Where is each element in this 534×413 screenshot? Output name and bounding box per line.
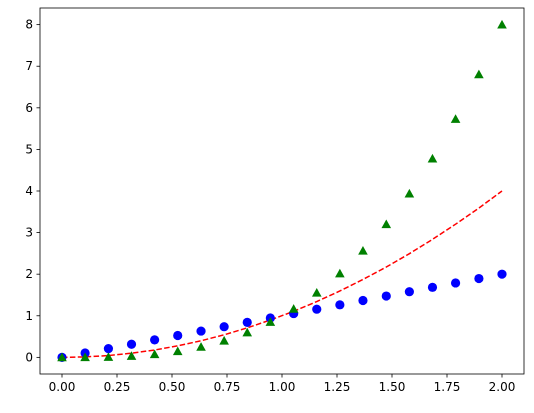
y-tick-label: 2 bbox=[25, 267, 33, 281]
axes-frame bbox=[39, 7, 525, 375]
series-2-point bbox=[80, 352, 90, 362]
series-2-point bbox=[450, 114, 461, 123]
y-tick-label: 3 bbox=[25, 226, 33, 240]
series-2-point bbox=[103, 352, 114, 361]
y-tick-label: 6 bbox=[25, 101, 33, 115]
series-1-point bbox=[497, 269, 507, 279]
series-1-point bbox=[450, 278, 461, 288]
x-tick-label: 1.50 bbox=[379, 380, 406, 394]
series-1-point bbox=[335, 300, 345, 310]
x-tick-label: 1.75 bbox=[434, 380, 461, 394]
data-layer bbox=[57, 19, 507, 362]
x-tick-label: 0.25 bbox=[104, 380, 131, 394]
x-tick-label: 0.50 bbox=[159, 380, 186, 394]
series-1-point bbox=[103, 343, 114, 354]
series-1-point bbox=[474, 273, 484, 284]
y-tick-label: 1 bbox=[25, 309, 33, 323]
series-2-point bbox=[196, 342, 206, 351]
series-2-point bbox=[404, 188, 415, 198]
series-2-point bbox=[335, 268, 345, 278]
series-1-point bbox=[242, 317, 252, 327]
series-2-point bbox=[311, 288, 322, 297]
x-tick-label: 2.00 bbox=[489, 380, 516, 394]
y-tick-label: 4 bbox=[25, 184, 33, 198]
x-tick-label: 1.00 bbox=[269, 380, 296, 394]
y-tick-label: 8 bbox=[25, 18, 33, 32]
series-1-point bbox=[427, 282, 438, 292]
y-tick-label: 7 bbox=[25, 59, 33, 73]
x-tick-label: 1.25 bbox=[324, 380, 351, 394]
series-1-point bbox=[381, 291, 391, 301]
series-1-point bbox=[312, 304, 322, 314]
series-2-point bbox=[497, 19, 507, 29]
x-tick-label: 0.75 bbox=[214, 380, 241, 394]
series-1-point bbox=[358, 295, 368, 306]
series-2-point bbox=[358, 246, 368, 255]
series-1-point bbox=[219, 322, 229, 332]
series-2-point bbox=[265, 317, 276, 326]
series-1-point bbox=[404, 287, 414, 297]
series-2-point bbox=[149, 349, 160, 359]
series-2-point bbox=[381, 219, 392, 229]
series-0-line bbox=[61, 190, 503, 359]
series-2-point bbox=[172, 346, 183, 356]
y-tick-label: 0 bbox=[25, 350, 33, 364]
series-1-point bbox=[150, 335, 160, 345]
series-2-point bbox=[219, 335, 229, 345]
series-1-point bbox=[173, 330, 183, 341]
series-2-point bbox=[427, 153, 438, 163]
series-1-point bbox=[196, 326, 206, 336]
series-1-point bbox=[126, 339, 137, 349]
series-2-point bbox=[57, 352, 67, 362]
y-tick-label: 5 bbox=[25, 142, 33, 156]
series-2-point bbox=[288, 304, 299, 313]
series-2-point bbox=[242, 327, 253, 337]
series-2-point bbox=[126, 351, 137, 360]
x-tick-label: 0.00 bbox=[49, 380, 76, 394]
axes: 0.00 0.25 0.50 0.75 1.00 1.25 1.50 1.75 2.00 0 1 2 3… bbox=[25, 7, 525, 394]
series-2-point bbox=[474, 69, 484, 79]
